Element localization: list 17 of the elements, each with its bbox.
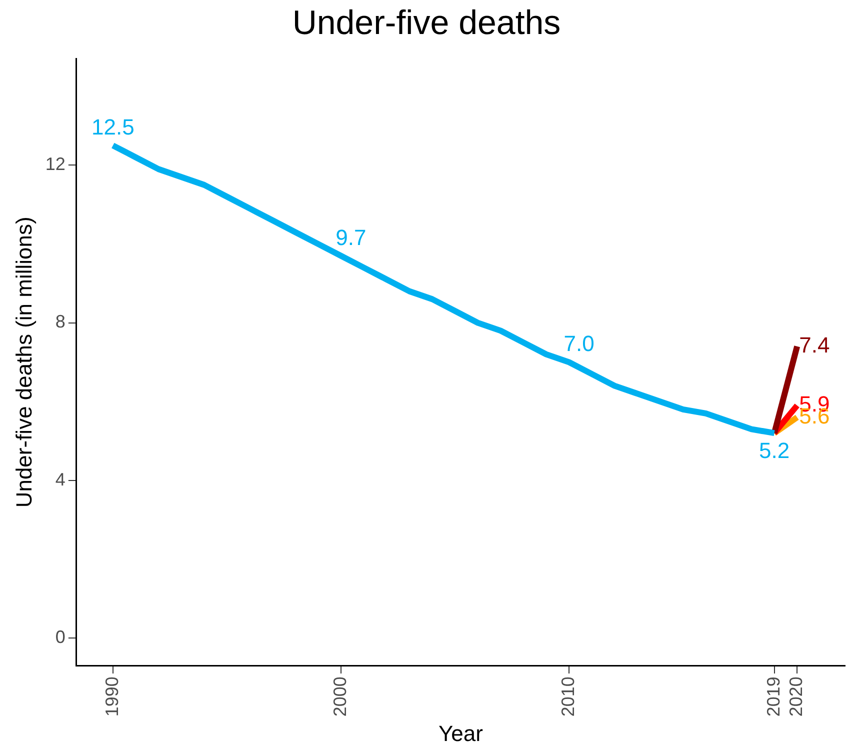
x-tick-label: 2019 <box>763 676 784 717</box>
data-label: 7.4 <box>799 332 830 358</box>
y-tick-label: 0 <box>55 626 66 647</box>
x-tick-label: 2010 <box>558 676 578 717</box>
data-label: 9.7 <box>336 224 366 250</box>
y-tick-label: 8 <box>55 312 66 332</box>
x-tick-label: 2020 <box>786 676 806 717</box>
data-label: 5.2 <box>759 438 790 464</box>
x-tick-label: 2000 <box>330 676 350 717</box>
y-tick-label: 12 <box>45 154 66 174</box>
y-axis-title: Under-five deaths (in millions) <box>11 216 36 508</box>
x-axis-title: Year <box>438 720 483 746</box>
y-tick-label: 4 <box>55 469 66 490</box>
x-tick-label: 1990 <box>102 676 122 717</box>
data-label: 7.0 <box>564 331 594 356</box>
chart-title: Under-five deaths <box>292 4 561 42</box>
data-label: 12.5 <box>92 114 134 140</box>
